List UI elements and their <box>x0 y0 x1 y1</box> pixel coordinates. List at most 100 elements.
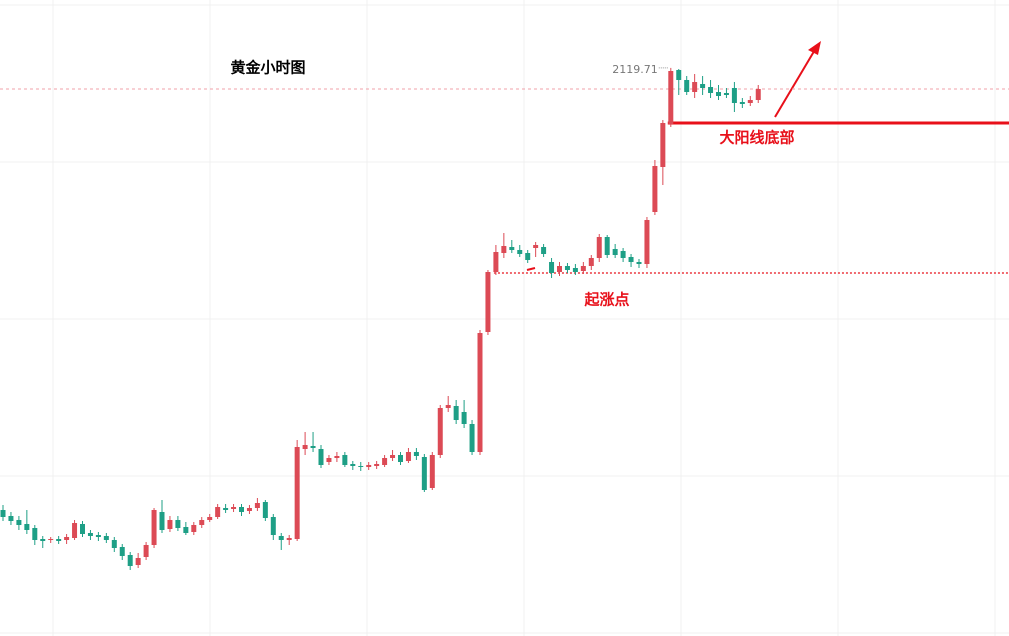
candle-body <box>628 257 634 262</box>
candle-body <box>398 455 403 462</box>
candle-body <box>382 458 388 465</box>
candle-body <box>652 166 658 212</box>
candle-body <box>660 123 666 167</box>
candle-body <box>580 266 586 271</box>
candle-body <box>541 247 547 254</box>
candle-body <box>588 258 594 266</box>
candle-body <box>692 82 698 92</box>
candle-body <box>421 457 427 490</box>
candle-body <box>596 237 602 258</box>
candle-body <box>207 517 213 520</box>
candle-body <box>485 272 491 332</box>
candle-body <box>604 237 610 255</box>
candle-body <box>334 456 340 458</box>
arrow <box>774 47 817 118</box>
candle-body <box>254 503 260 508</box>
candle-body <box>95 535 101 537</box>
candle-body <box>572 268 578 272</box>
candle-body <box>700 84 706 88</box>
candle-body <box>286 538 292 540</box>
marker <box>526 267 536 271</box>
candle-body <box>151 510 157 545</box>
candle-body <box>16 520 22 525</box>
candle-body <box>557 266 562 272</box>
candle-body <box>294 447 300 539</box>
candle-body <box>318 449 324 465</box>
candle-body <box>731 88 737 103</box>
candle-body <box>453 406 459 420</box>
candle-body <box>32 528 38 540</box>
candle-body <box>223 508 229 510</box>
candle-body <box>564 266 570 270</box>
candle-body <box>390 455 396 458</box>
arrow-head <box>808 41 821 55</box>
high-label: 2119.71 <box>612 63 658 76</box>
candle-body <box>525 253 531 260</box>
candle-body <box>167 520 173 529</box>
candle-body <box>111 540 117 548</box>
candle-body <box>684 80 690 92</box>
candle-body <box>708 87 714 93</box>
candle-body <box>246 508 252 511</box>
candle-body <box>755 89 761 100</box>
chart-title: 黄金小时图 <box>230 59 305 77</box>
candle-body <box>278 536 284 540</box>
candle-body <box>262 502 268 518</box>
candle-body <box>326 458 332 462</box>
candle-body <box>175 520 181 528</box>
candle-body <box>676 70 682 80</box>
candle-body <box>739 102 745 104</box>
candle-body <box>358 466 364 467</box>
candle-body <box>119 547 125 556</box>
candle-body <box>413 452 419 456</box>
candle-body <box>469 424 475 452</box>
candle-body <box>366 465 372 467</box>
candle-body <box>48 539 54 540</box>
level-label: 大阳线底部 <box>719 129 794 147</box>
candle-body <box>350 464 356 466</box>
candle-body <box>461 412 467 424</box>
candle-body <box>405 452 411 461</box>
candle-body <box>231 507 237 509</box>
candle-body <box>191 525 197 532</box>
candle-body <box>8 516 14 521</box>
candle-body <box>72 523 78 538</box>
candle-body <box>87 533 93 536</box>
candle-body <box>302 445 308 449</box>
candle-body <box>501 246 507 253</box>
candle-body <box>342 455 348 465</box>
candle-body <box>716 92 721 96</box>
candle-body <box>80 524 85 534</box>
candle-body <box>24 524 30 530</box>
candle-body <box>270 517 276 535</box>
candle-body <box>0 510 6 517</box>
candle-body <box>135 558 141 565</box>
candle-body <box>374 464 380 466</box>
candle-body <box>509 247 515 250</box>
candle-body <box>549 262 555 273</box>
candle-body <box>437 408 443 455</box>
candle-body <box>239 507 244 512</box>
candle-body <box>64 537 70 540</box>
candle-body <box>56 539 62 541</box>
candle-body <box>636 262 642 264</box>
candle-body <box>215 507 221 517</box>
candle-body <box>620 251 626 258</box>
level-label: 起涨点 <box>583 291 629 309</box>
candle-body <box>40 539 46 541</box>
candle-body <box>127 555 133 566</box>
candle-body <box>429 455 435 488</box>
candle-body <box>517 250 523 254</box>
candle-body <box>143 545 149 557</box>
candle-body <box>723 93 729 95</box>
candle-body <box>612 249 618 255</box>
candle-body <box>199 520 205 525</box>
candle-body <box>668 71 674 124</box>
candle-body <box>533 245 539 248</box>
candle-body <box>310 446 316 448</box>
candle-body <box>159 512 165 530</box>
candle-body <box>445 405 451 408</box>
candle-body <box>183 527 189 533</box>
